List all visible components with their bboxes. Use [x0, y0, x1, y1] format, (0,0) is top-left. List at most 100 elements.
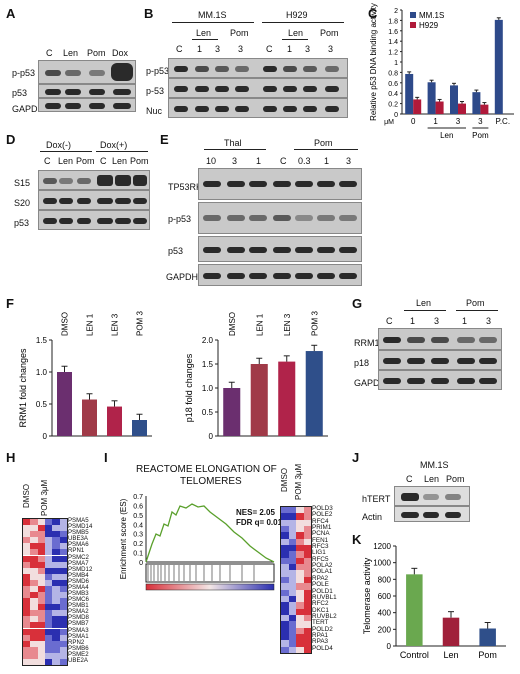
y-tick-label: 0.6 [388, 81, 398, 88]
heatmap-cell [281, 640, 289, 647]
heatmap-cell [59, 561, 67, 568]
heatmap-cell [303, 627, 311, 634]
heatmap-cell [59, 579, 67, 586]
heatmap-cell [59, 592, 67, 599]
heatmap-cell [37, 658, 45, 665]
group-label: Pom [472, 131, 489, 140]
heatmap-cell [45, 549, 53, 556]
heatmap-cell [59, 628, 67, 635]
y-tick-label: 400 [378, 609, 392, 618]
blot-strip [198, 236, 362, 262]
category-label: Pom [478, 650, 497, 660]
lane-label: 3 [215, 44, 221, 54]
col-label: DMSO [280, 468, 289, 492]
rank-bar [145, 583, 275, 591]
gene-label: PSMB1 [68, 602, 89, 610]
lane-label: 3 [434, 316, 440, 326]
gene-label: DKC1 [312, 606, 329, 614]
bar [494, 19, 503, 115]
heatmap-cell [296, 545, 304, 552]
y-tick-label: 0 [209, 432, 214, 441]
heatmap-cell [30, 555, 38, 562]
heatmap-cell [30, 628, 38, 635]
heatmap-cell [30, 537, 38, 544]
panel-label-h: H [6, 450, 16, 465]
heatmap-cell [23, 634, 31, 641]
heatmap-cell [52, 579, 60, 586]
heatmap-cell [59, 604, 67, 611]
heatmap-cell [59, 531, 67, 538]
heatmap-cell [296, 633, 304, 641]
y-axis-label: Enrichment score (ES) [119, 498, 128, 579]
bar [435, 101, 444, 114]
blot-strip [38, 84, 136, 98]
lane-label: C [100, 156, 107, 166]
blot-strip [38, 98, 136, 112]
row-label: p-53 [146, 86, 165, 96]
heatmap-cell [59, 525, 67, 532]
heatmap-cell [281, 532, 289, 539]
y-axis-label: p18 fold changes [184, 353, 194, 422]
legend-label: MM.1S [419, 11, 444, 20]
heatmap-cell [59, 634, 67, 641]
heatmap-cell [288, 595, 296, 603]
heatmap-cell [30, 616, 38, 623]
heatmap-cell [30, 634, 38, 641]
sub-label: Pom [320, 28, 339, 38]
heatmap-cell [281, 633, 289, 641]
lane-label: 3 [238, 44, 244, 54]
heatmap-cell [45, 531, 53, 538]
category-label: Control [400, 650, 429, 660]
heatmap-cell [59, 555, 67, 562]
panel-label-i: I [104, 450, 108, 465]
lane-label: 10 [206, 156, 217, 166]
y-axis-label: Telomerase activity [362, 557, 372, 634]
bar [132, 420, 147, 436]
heatmap-cell [45, 604, 53, 611]
group-label: Len [440, 131, 453, 140]
heatmap-cell [288, 551, 296, 558]
y-tick-label: 0.2 [133, 541, 143, 548]
legend-label: H929 [419, 21, 439, 30]
gene-label: TERT [312, 619, 329, 627]
heatmap-cell [23, 658, 31, 665]
row-label: S20 [14, 198, 31, 208]
heatmap-cell [296, 538, 304, 546]
lane-label: 1 [256, 156, 262, 166]
blot-strip [168, 98, 348, 118]
heatmap-cell [52, 573, 60, 580]
lane-label: 0.3 [298, 156, 311, 166]
blot-strip [38, 170, 150, 190]
gene-label: PRIM1 [312, 524, 332, 532]
legend-swatch [410, 12, 416, 18]
blot-strip [168, 78, 348, 98]
heatmap-cell [281, 595, 289, 603]
heatmap-cell [296, 557, 304, 565]
heatmap-cell [281, 589, 289, 596]
blot-strip [38, 60, 136, 84]
heatmap-cell [37, 610, 45, 617]
gene-label: PSMB6 [68, 644, 89, 652]
heatmap-cell [37, 616, 45, 623]
gene-label: LIG1 [312, 549, 326, 557]
heatmap-cell [52, 598, 60, 605]
lane-label: 3 [486, 316, 492, 326]
lane-label: 1 [410, 316, 416, 326]
blot-strip [168, 58, 348, 78]
heatmap-cell [52, 634, 60, 641]
gene-label: RPA1 [312, 631, 329, 639]
category-label: 1 [433, 117, 438, 126]
panel-label-e: E [160, 132, 169, 147]
heatmap-cell [52, 519, 60, 526]
y-tick-label: 1000 [373, 559, 391, 568]
heatmap-cell [303, 614, 311, 622]
gene-label: RUVBL1 [312, 593, 337, 601]
heatmap-cell [23, 598, 31, 605]
category-label: LEN 1 [86, 313, 95, 336]
bar [413, 99, 422, 114]
heatmap-cell [37, 543, 45, 550]
heatmap-cell [296, 608, 304, 615]
heatmap-cell [296, 564, 304, 571]
heatmap-cell [23, 543, 31, 550]
